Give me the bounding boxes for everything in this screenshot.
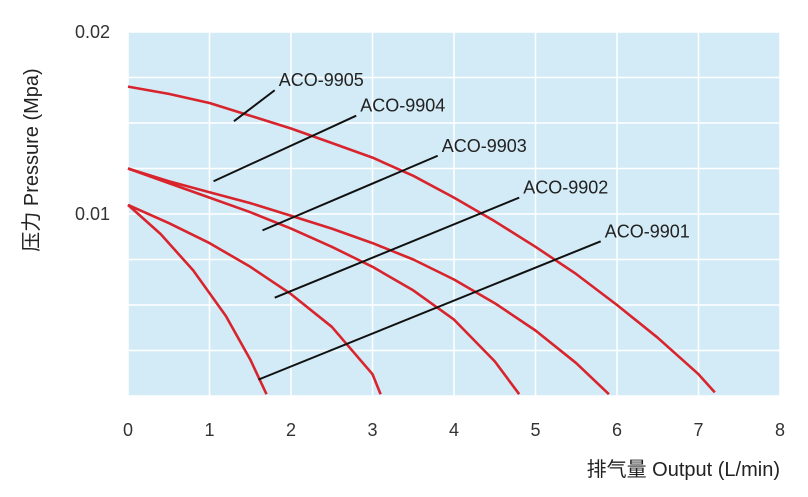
x-tick-labels: 0 1 2 3 4 5 6 7 8 (123, 420, 785, 440)
series-label-aco-9902: ACO-9902 (523, 178, 608, 198)
y-tick-labels: 0.02 0.01 (75, 22, 110, 224)
x-tick-label: 2 (286, 420, 296, 440)
leader-line-aco-9903 (262, 154, 439, 232)
leader-line-aco-9902 (274, 196, 520, 299)
series-line-aco-9902 (127, 203, 382, 395)
y-axis-label: 压力 Pressure (Mpa) (20, 68, 43, 251)
leader-lines (213, 89, 602, 381)
leader-line-aco-9905 (233, 89, 276, 122)
x-tick-label: 6 (612, 420, 622, 440)
series-line-aco-9901 (127, 203, 268, 395)
series-label-aco-9903: ACO-9903 (442, 136, 527, 156)
x-tick-label: 4 (449, 420, 459, 440)
x-tick-label: 7 (693, 420, 703, 440)
x-tick-label: 8 (775, 420, 785, 440)
series-label-aco-9905: ACO-9905 (279, 70, 364, 90)
x-tick-label: 0 (123, 420, 133, 440)
x-tick-label: 1 (204, 420, 214, 440)
x-tick-label: 3 (367, 420, 377, 440)
series-line-aco-9905 (127, 85, 716, 394)
series-line-aco-9903 (127, 167, 521, 395)
x-axis-label: 排气量 Output (L/min) (587, 458, 780, 481)
leader-line-aco-9904 (213, 114, 357, 183)
series-label-aco-9904: ACO-9904 (360, 96, 445, 116)
series-line-aco-9904 (127, 167, 610, 396)
y-tick-label: 0.01 (75, 204, 110, 224)
leader-line-aco-9901 (258, 240, 602, 381)
y-tick-label: 0.02 (75, 22, 110, 42)
series-labels: ACO-9905 ACO-9904 ACO-9903 ACO-9902 ACO-9901 (279, 70, 690, 241)
x-tick-label: 5 (530, 420, 540, 440)
curves (127, 85, 716, 396)
series-label-aco-9901: ACO-9901 (605, 221, 690, 241)
